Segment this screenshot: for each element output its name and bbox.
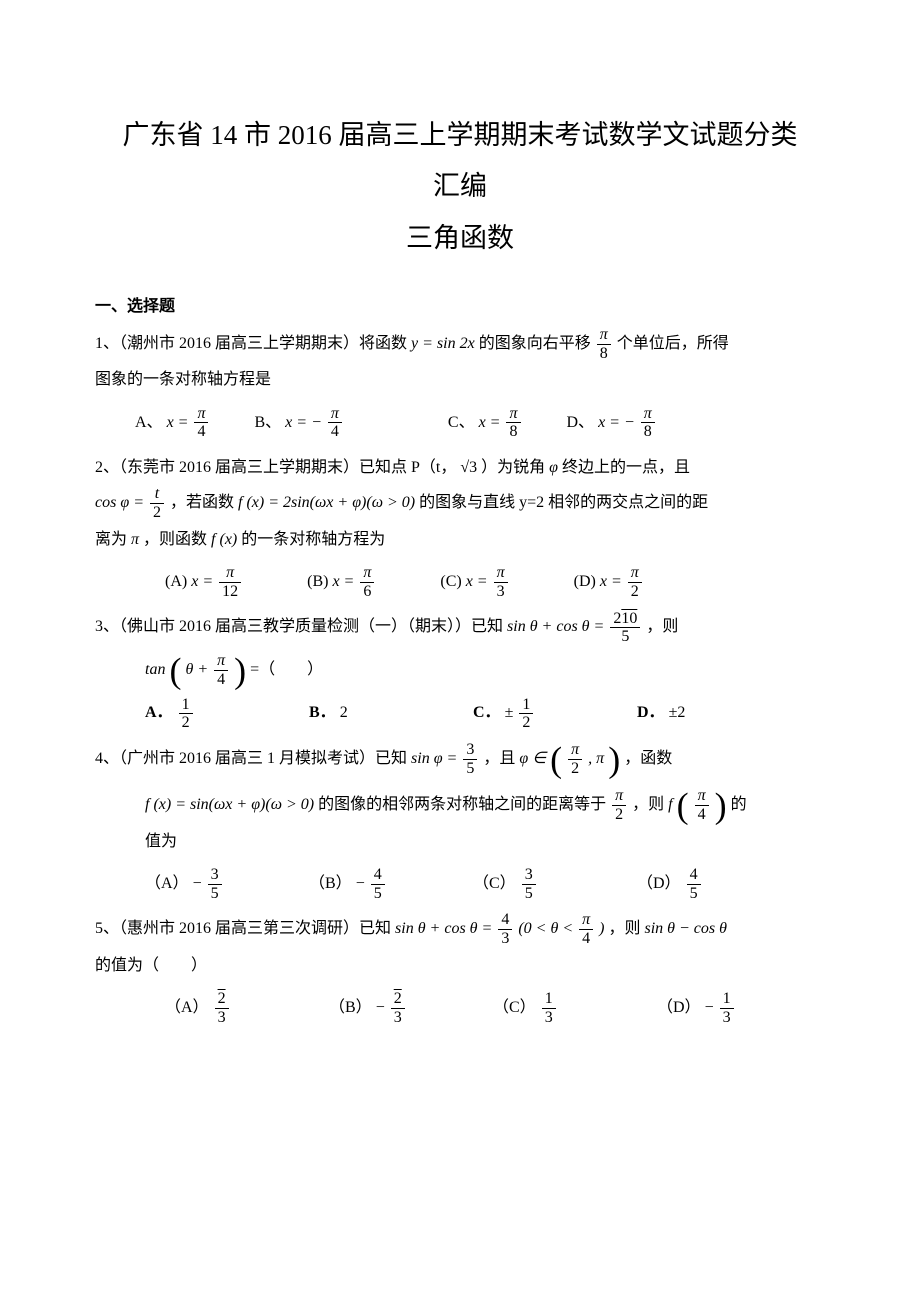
q4-line2: f (x) = sin(ωx + φ)(ω > 0) 的图像的相邻两条对称轴之间… bbox=[95, 787, 825, 859]
q1-optB: B、 x = − π 4 bbox=[254, 404, 343, 442]
q1-shift-frac: π 8 bbox=[595, 326, 613, 362]
q1-optA-label: A、 bbox=[135, 414, 163, 431]
q1-optD-lhs: x = − bbox=[598, 414, 635, 431]
q2-optB: (B) x = π6 bbox=[307, 563, 376, 601]
q4-optD: （D） 45 bbox=[637, 865, 797, 903]
q3-lhs: sin θ + cos θ = bbox=[507, 618, 604, 635]
q2-line1b: ）为锐角 φ 终边上的一点，且 bbox=[481, 459, 690, 476]
title-line-2: 汇编 bbox=[95, 161, 825, 212]
q1-optC-frac: π 8 bbox=[504, 405, 522, 441]
q2-func: f (x) = 2sin(ωx + φ)(ω > 0) bbox=[238, 494, 415, 511]
q2-line2b: ，若函数 bbox=[170, 494, 238, 511]
question-2: 2、（东莞市 2016 届高三上学期期末）已知点 P（t， √3 ）为锐角 φ … bbox=[95, 450, 825, 557]
question-3: 3、（佛山市 2016 届高三教学质量检测（一）（期末））已知 sin θ + … bbox=[95, 609, 825, 645]
question-1: 1、（潮州市 2016 届高三上学期期末）将函数 y = sin 2x 的图象向… bbox=[95, 326, 825, 398]
q5-optB: （B） − 23 bbox=[329, 989, 489, 1027]
document-title: 广东省 14 市 2016 届高三上学期期末考试数学文试题分类 汇编 三角函数 bbox=[95, 110, 825, 264]
q3-optA: A． 12 bbox=[145, 694, 305, 732]
q4-options: （A） − 35 （B） − 45 （C） 35 （D） 45 bbox=[95, 865, 825, 904]
q2-optD: (D) x = π2 bbox=[574, 563, 644, 601]
q2-options: (A) x = π12 (B) x = π6 (C) x = π3 (D) x … bbox=[95, 563, 825, 602]
title-line-1: 广东省 14 市 2016 届高三上学期期末考试数学文试题分类 bbox=[95, 110, 825, 161]
section-heading-1: 一、选择题 bbox=[95, 292, 825, 316]
q4-line1a: 4、（广州市 2016 届高三 1 月模拟考试）已知 bbox=[95, 750, 411, 767]
q2-sqrt3: √3 bbox=[460, 459, 477, 476]
q2-cos: cos φ = bbox=[95, 494, 144, 511]
q3-line2: tan ( θ + π4 ) =（ ） bbox=[95, 652, 825, 688]
q1-shift-num: π bbox=[597, 326, 611, 345]
q1-shift-den: 8 bbox=[597, 345, 611, 363]
q1-optC-lhs: x = bbox=[479, 414, 501, 431]
q1-optB-frac: π 4 bbox=[326, 405, 344, 441]
q5-optC: （C） 13 bbox=[493, 989, 653, 1027]
q1-func: y = sin 2x bbox=[411, 335, 475, 352]
q1-optD-frac: π 8 bbox=[639, 405, 657, 441]
q1-options: A、 x = π 4 B、 x = − π 4 C、 x = π 8 D、 bbox=[95, 404, 825, 443]
q1-optB-label: B、 bbox=[254, 414, 281, 431]
q1-text-prefix: 1、（潮州市 2016 届高三上学期期末）将函数 bbox=[95, 335, 411, 352]
q3-line1b: ，则 bbox=[646, 618, 678, 635]
q3-line1a: 3、（佛山市 2016 届高三教学质量检测（一）（期末））已知 bbox=[95, 618, 507, 635]
q1-optA-frac: π 4 bbox=[192, 405, 210, 441]
q1-optB-lhs: x = − bbox=[285, 414, 322, 431]
q1-optC-label: C、 bbox=[448, 414, 475, 431]
q1-optA: A、 x = π 4 bbox=[135, 404, 210, 442]
q1-optC: C、 x = π 8 bbox=[448, 404, 523, 442]
q5-optA: （A） 23 bbox=[165, 989, 325, 1027]
q2-line1a: 2、（东莞市 2016 届高三上学期期末）已知点 P（t， bbox=[95, 459, 456, 476]
q2-optC: (C) x = π3 bbox=[440, 563, 509, 601]
page-container: 广东省 14 市 2016 届高三上学期期末考试数学文试题分类 汇编 三角函数 … bbox=[0, 0, 920, 1095]
q2-line2c: 的图象与直线 y=2 相邻的两交点之间的距 bbox=[419, 494, 708, 511]
q2-line3: 离为 π ，则函数 f (x) 的一条对称轴方程为 bbox=[95, 531, 385, 548]
q5-options: （A） 23 （B） − 23 （C） 13 （D） − 13 bbox=[95, 989, 825, 1028]
q4-optC: （C） 35 bbox=[473, 865, 633, 903]
q3-frac: 210 5 bbox=[608, 610, 642, 646]
q3-optC: C． ± 12 bbox=[473, 694, 633, 732]
q2-frac-t2: t 2 bbox=[148, 485, 166, 521]
q3-options: A． 12 B． 2 C． ± 12 D． ±2 bbox=[95, 694, 825, 733]
q5-optD: （D） − 13 bbox=[657, 989, 777, 1027]
q2-optA: (A) x = π12 bbox=[165, 563, 243, 601]
question-5: 5、（惠州市 2016 届高三第三次调研）已知 sin θ + cos θ = … bbox=[95, 911, 825, 983]
q4-optB: （B） − 45 bbox=[309, 865, 469, 903]
q1-text-mid: 的图象向右平移 bbox=[479, 335, 595, 352]
q4-optA: （A） − 35 bbox=[145, 865, 305, 903]
q1-optD: D、 x = − π 8 bbox=[567, 404, 657, 442]
q1-text-suffix: 个单位后，所得 bbox=[617, 335, 729, 352]
q3-optD: D． ±2 bbox=[637, 694, 797, 732]
q1-optA-lhs: x = bbox=[167, 414, 189, 431]
q3-optB: B． 2 bbox=[309, 694, 469, 732]
title-line-3: 三角函数 bbox=[95, 213, 825, 264]
question-4: 4、（广州市 2016 届高三 1 月模拟考试）已知 sin φ = 35 ，且… bbox=[95, 741, 825, 777]
q1-line2: 图象的一条对称轴方程是 bbox=[95, 371, 271, 388]
q1-optD-label: D、 bbox=[567, 414, 595, 431]
